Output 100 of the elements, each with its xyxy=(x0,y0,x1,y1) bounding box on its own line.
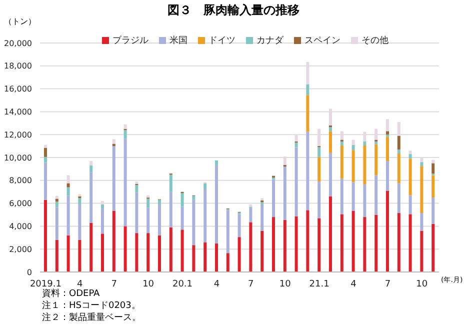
bar xyxy=(374,214,378,272)
bar xyxy=(44,156,47,163)
bar xyxy=(294,147,298,216)
bar xyxy=(432,224,435,272)
bar xyxy=(146,198,150,208)
text: 注１：HSコード0203。 xyxy=(42,300,141,312)
bar xyxy=(78,240,82,272)
x-tick-label: 4 xyxy=(214,279,220,290)
bar xyxy=(408,150,412,154)
bar xyxy=(306,210,310,272)
y-axis-title: （トン） xyxy=(4,16,36,27)
bar xyxy=(283,166,286,220)
y-tick-label: 2,000 xyxy=(9,244,32,254)
bar xyxy=(158,200,161,204)
bar xyxy=(204,242,207,272)
bar xyxy=(328,196,332,272)
bar xyxy=(90,172,93,223)
x-tick-label: 7 xyxy=(111,279,117,290)
bar xyxy=(408,154,412,159)
x-tick-label: 10 xyxy=(142,279,154,290)
bar xyxy=(420,166,424,214)
legend-label: その他 xyxy=(362,36,388,46)
bar xyxy=(318,182,321,218)
bar xyxy=(432,175,435,198)
bar xyxy=(214,243,218,272)
bar xyxy=(78,198,82,204)
bar xyxy=(318,147,321,157)
bar xyxy=(124,138,127,226)
bar xyxy=(124,226,127,272)
y-tick-label: 12,000 xyxy=(4,130,32,140)
bar xyxy=(180,206,184,230)
bar xyxy=(340,178,344,214)
bar xyxy=(100,208,104,234)
bar xyxy=(78,204,82,240)
bar xyxy=(328,131,332,153)
bar xyxy=(135,184,138,192)
bar xyxy=(158,235,161,272)
x-tick-label: 10 xyxy=(416,279,428,290)
bar xyxy=(66,187,70,196)
bar xyxy=(180,230,184,272)
bar xyxy=(386,136,389,161)
bar xyxy=(55,240,58,272)
bar xyxy=(55,202,58,208)
legend-label: ドイツ xyxy=(208,36,236,46)
y-tick-label: 20,000 xyxy=(4,38,32,48)
y-tick-label: 10,000 xyxy=(4,153,32,162)
bar xyxy=(294,142,298,148)
bar xyxy=(397,136,400,150)
x-tick-label: 7 xyxy=(248,279,254,290)
x-tick-label: 21.1 xyxy=(309,279,330,290)
bar xyxy=(374,144,378,176)
bar xyxy=(55,207,58,240)
bar xyxy=(146,233,150,272)
bar xyxy=(112,146,116,211)
bar xyxy=(363,184,366,218)
bar xyxy=(397,149,400,154)
bar xyxy=(214,164,218,244)
bar xyxy=(318,218,321,272)
bar xyxy=(226,210,230,254)
bar xyxy=(420,230,424,272)
bar xyxy=(432,163,435,174)
bar xyxy=(180,192,184,207)
y-tick-label: 4,000 xyxy=(9,222,32,232)
bar xyxy=(204,183,207,189)
bar xyxy=(169,192,172,228)
bar xyxy=(306,132,310,210)
bar xyxy=(112,210,116,272)
bar xyxy=(226,253,230,272)
x-tick-label: 4 xyxy=(350,279,357,290)
bar xyxy=(260,230,264,272)
bar xyxy=(386,190,389,272)
legend-label: 米国 xyxy=(170,36,188,46)
legend-label: ブラジル xyxy=(112,36,148,46)
bar xyxy=(363,145,366,184)
legend-label: スペイン xyxy=(304,36,340,46)
bar xyxy=(204,188,207,242)
bar xyxy=(352,140,355,145)
x-tick-label: 7 xyxy=(384,279,391,290)
bar xyxy=(386,119,389,132)
bar xyxy=(192,200,196,246)
bar xyxy=(408,195,412,214)
bar xyxy=(386,131,389,135)
bar xyxy=(397,183,400,214)
bar xyxy=(272,217,275,272)
bar xyxy=(352,182,355,211)
bar xyxy=(192,245,196,272)
bar xyxy=(374,141,378,144)
bar xyxy=(374,175,378,215)
bar xyxy=(66,235,70,272)
bar xyxy=(44,200,47,272)
bar xyxy=(44,148,47,157)
bar xyxy=(420,162,424,166)
bar xyxy=(283,220,286,272)
legend-label: カナダ xyxy=(256,36,284,46)
bar xyxy=(352,150,355,182)
bar xyxy=(135,233,138,272)
bar xyxy=(432,198,435,224)
x-tick-label: 2019.1 xyxy=(30,279,62,290)
text: 資料：ODEPA xyxy=(42,288,101,300)
bar xyxy=(306,84,310,96)
